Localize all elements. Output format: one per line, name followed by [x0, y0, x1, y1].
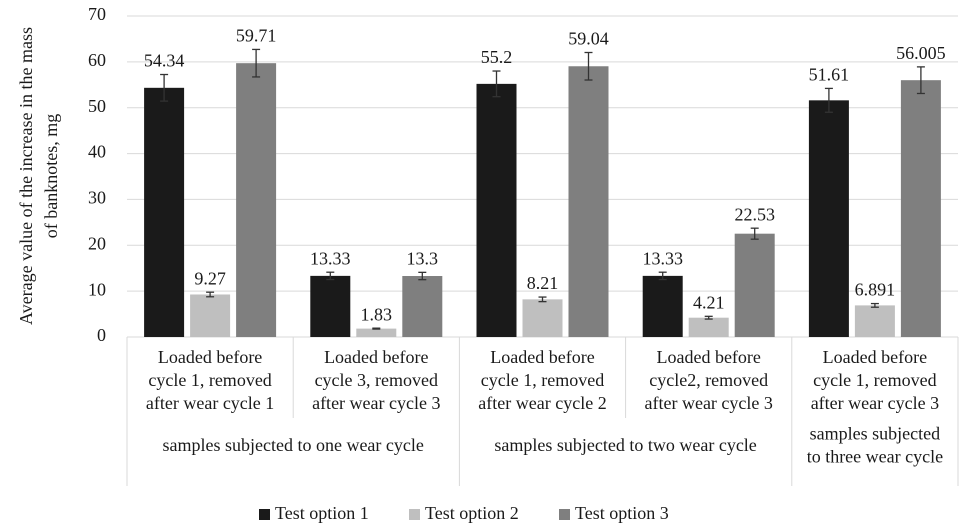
data-label: 13.33	[642, 248, 683, 268]
x-tick-label: Loaded before	[823, 347, 927, 367]
bar	[310, 275, 351, 337]
bar	[642, 275, 683, 337]
x-tick-label: after wear cycle 3	[312, 393, 440, 413]
bar	[854, 305, 895, 337]
data-label: 51.61	[809, 65, 850, 85]
y-tick-label: 60	[88, 50, 106, 70]
error-bar	[252, 48, 261, 78]
error-bar	[538, 296, 547, 303]
y-tick-label: 40	[88, 142, 106, 162]
group-label: samples subjected to two wear cycle	[494, 435, 756, 455]
error-bar	[870, 302, 879, 308]
bar	[236, 63, 277, 337]
x-tick-label: Loaded before	[324, 347, 428, 367]
y-tick-label: 20	[88, 233, 106, 253]
x-tick-label: after wear cycle 3	[644, 393, 772, 413]
y-axis-label: Average value of the increase in the mas…	[16, 27, 36, 325]
bar	[568, 66, 609, 337]
bar	[476, 83, 517, 338]
y-tick-label: 70	[88, 4, 106, 24]
data-label: 1.83	[361, 304, 393, 324]
legend-label: Test option 2	[425, 503, 519, 523]
x-tick-label: Loaded before	[656, 347, 760, 367]
y-tick-label: 50	[88, 96, 106, 116]
error-bar	[824, 87, 833, 113]
data-label: 55.2	[481, 47, 513, 67]
legend-label: Test option 1	[275, 503, 369, 523]
bar	[900, 80, 941, 338]
group-label: to three wear cycle	[807, 447, 943, 467]
x-tick-label: Loaded before	[158, 347, 262, 367]
error-bar	[160, 73, 169, 102]
data-label: 59.04	[568, 29, 609, 49]
bar	[402, 276, 443, 337]
bar	[522, 299, 563, 337]
x-tick-label: cycle 1, removed	[481, 370, 604, 390]
data-label: 13.33	[310, 248, 351, 268]
error-bar	[704, 315, 713, 320]
error-bar	[326, 271, 335, 281]
error-bar	[916, 66, 925, 95]
error-bar	[372, 327, 381, 330]
y-tick-label: 0	[97, 325, 106, 345]
group-label: samples subjected	[810, 424, 940, 444]
error-bar	[658, 271, 667, 281]
legend-label: Test option 3	[575, 503, 669, 523]
bar	[688, 317, 729, 337]
x-tick-label: after wear cycle 1	[146, 393, 274, 413]
error-bar	[492, 70, 501, 98]
bar	[808, 100, 849, 337]
y-tick-label: 10	[88, 279, 106, 299]
data-label: 4.21	[693, 292, 725, 312]
bar	[356, 328, 397, 337]
data-label: 54.34	[144, 51, 185, 71]
error-bar	[418, 271, 427, 281]
error-bar	[750, 227, 759, 240]
y-tick-label: 30	[88, 188, 106, 208]
legend-swatch	[259, 509, 270, 520]
data-label: 13.3	[407, 248, 439, 268]
x-tick-label: Loaded before	[490, 347, 594, 367]
y-axis-label: of banknotes, mg	[41, 114, 61, 238]
error-bar	[206, 291, 215, 298]
legend-swatch	[559, 509, 570, 520]
x-tick-label: after wear cycle 3	[811, 393, 939, 413]
bar	[190, 294, 231, 337]
x-tick-label: cycle 3, removed	[315, 370, 438, 390]
data-label: 9.27	[194, 268, 226, 288]
data-label: 22.53	[734, 204, 775, 224]
data-label: 56.005	[896, 43, 946, 63]
data-label: 6.891	[855, 280, 896, 300]
group-label: samples subjected to one wear cycle	[162, 435, 423, 455]
data-label: 8.21	[527, 273, 559, 293]
bar	[144, 87, 185, 337]
bar	[734, 233, 775, 337]
legend-swatch	[409, 509, 420, 520]
x-tick-label: cycle 1, removed	[148, 370, 271, 390]
data-label: 59.71	[236, 26, 277, 46]
error-bar	[584, 51, 593, 81]
x-tick-label: cycle2, removed	[649, 370, 768, 390]
x-tick-label: after wear cycle 2	[478, 393, 606, 413]
x-tick-label: cycle 1, removed	[813, 370, 936, 390]
